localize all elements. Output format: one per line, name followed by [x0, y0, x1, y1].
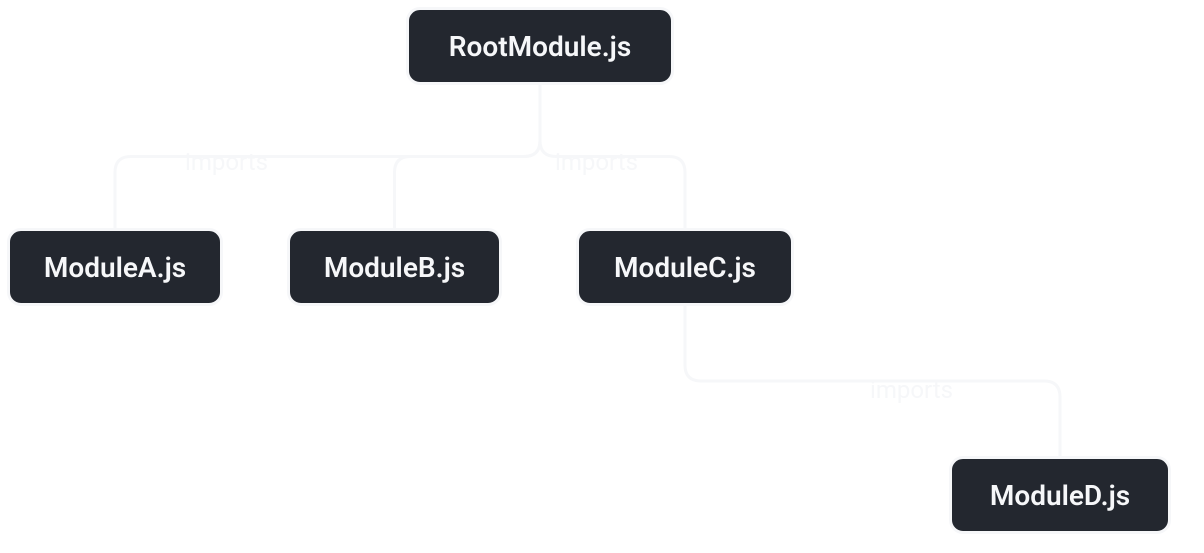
- edge-label: imports: [555, 148, 638, 176]
- edge-label: imports: [870, 376, 953, 404]
- node-moduleD: ModuleD.js: [949, 456, 1171, 534]
- node-label: ModuleA.js: [44, 251, 186, 284]
- edge: [395, 85, 541, 228]
- node-root: RootModule.js: [406, 7, 674, 85]
- edge-label-text: imports: [870, 376, 953, 404]
- node-moduleB: ModuleB.js: [287, 228, 502, 306]
- edge-label-text: imports: [555, 148, 638, 176]
- node-label: ModuleD.js: [990, 479, 1130, 512]
- diagram-canvas: RootModule.js ModuleA.js ModuleB.js ModuleC…: [0, 0, 1204, 553]
- edge-label: imports: [185, 148, 268, 176]
- node-moduleA: ModuleA.js: [7, 228, 223, 306]
- node-label: ModuleC.js: [614, 251, 756, 284]
- edge-label-text: imports: [185, 148, 268, 176]
- node-label: ModuleB.js: [324, 251, 465, 284]
- node-label: RootModule.js: [449, 30, 631, 63]
- node-moduleC: ModuleC.js: [576, 228, 794, 306]
